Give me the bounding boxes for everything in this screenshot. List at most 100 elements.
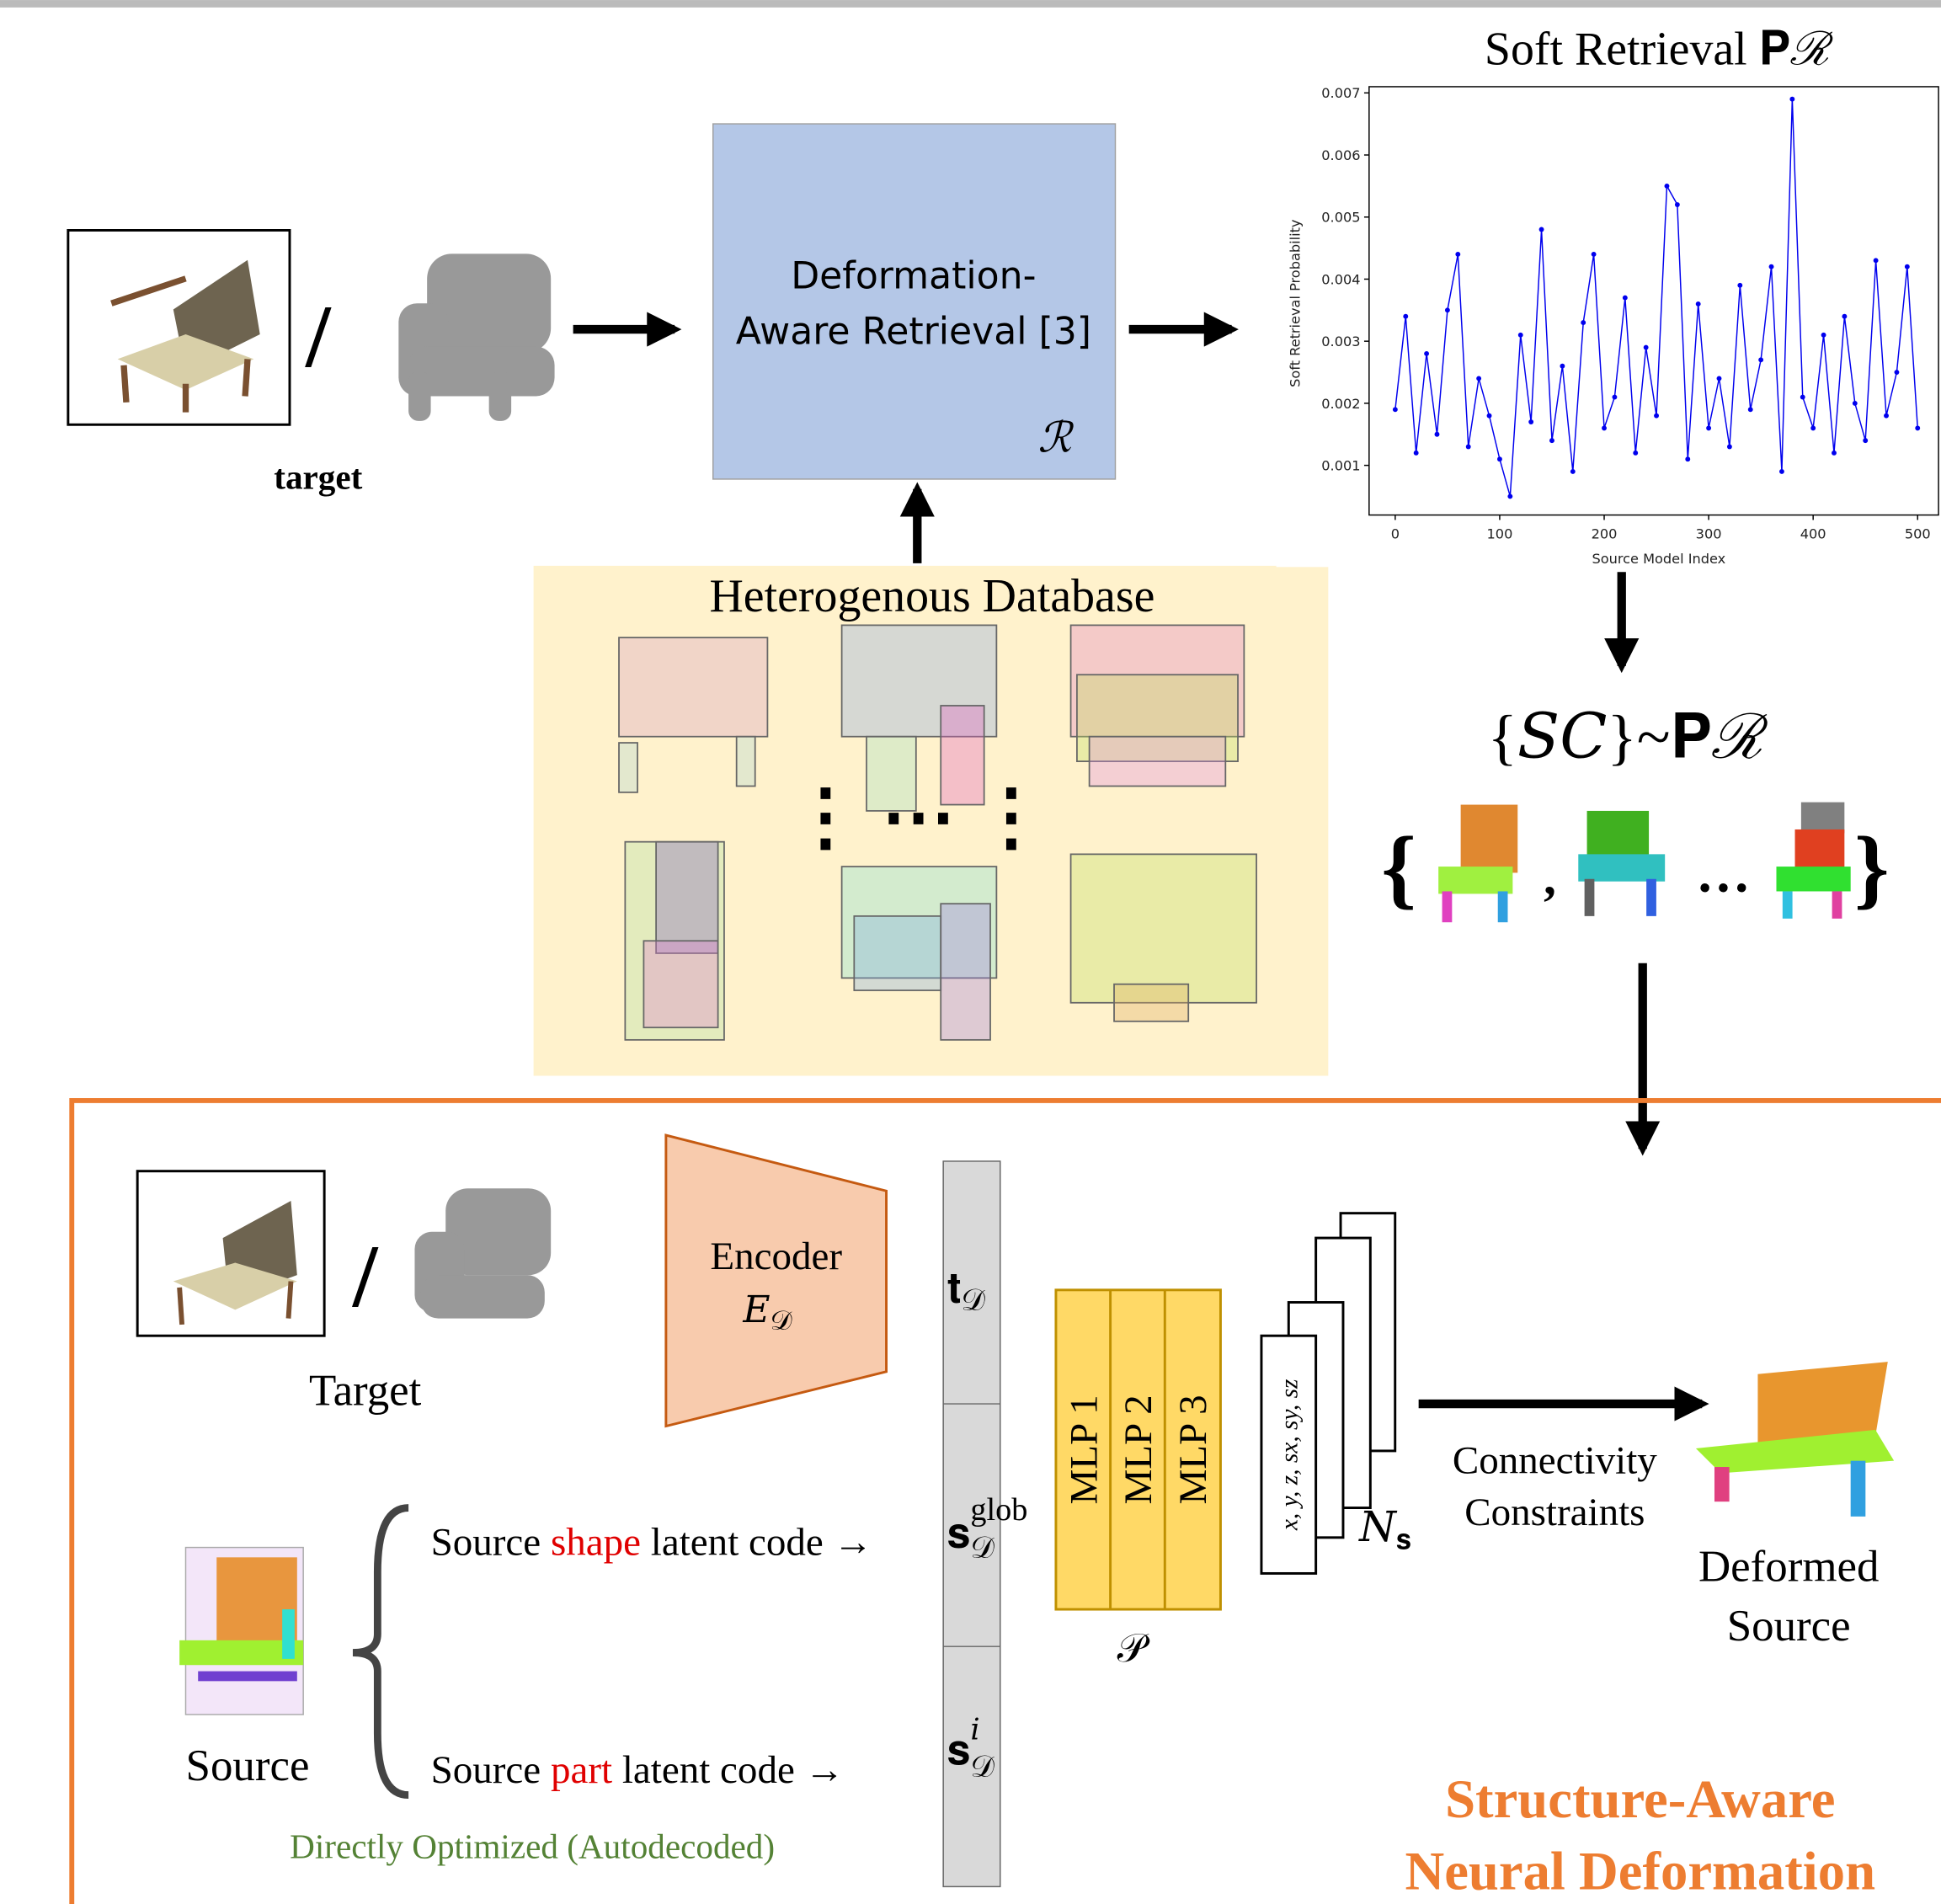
data-point [1549,438,1554,443]
retrieval-label: Deformation- [791,255,1036,298]
y-tick-label: 0.003 [1321,333,1360,349]
symbol: 𝑁 [1358,1503,1398,1550]
data-point [1518,333,1523,338]
data-point [1863,438,1868,443]
chart-panel [1277,79,1941,567]
page: { "top": { "target_label": "target", "sl… [0,0,1941,1904]
data-point [1581,320,1586,325]
shape-code: Source shape latent code → [431,1520,873,1564]
slash: / [304,287,332,386]
count-symbol: 𝑁𝐬 [1358,1503,1411,1555]
data-point [1466,445,1471,450]
data-point [1810,425,1816,430]
point-cloud [398,253,554,420]
retrieval-label: Aware Retrieval [3] [736,311,1091,354]
connectivity-label: Constraints [1464,1491,1645,1534]
module-title: Structure-Aware [1445,1768,1835,1829]
data-point [1769,264,1774,269]
figure: / target Deformation- Aware Retrieval [3… [0,0,1941,1904]
mlp-label: MLP 3 [1171,1395,1215,1504]
database-dots: ⋮ ⋯ ⋮ [788,776,1048,859]
mlp-symbol: 𝒫 [1117,1627,1150,1671]
data-point [1665,184,1670,189]
data-point [1476,376,1481,381]
data-point [1706,425,1711,430]
y-tick-label: 0.004 [1321,271,1360,287]
subscript: 𝒟 [961,1283,984,1316]
encoder-label: Encoder [710,1235,842,1278]
x-tick-label: 300 [1696,526,1722,542]
top-border [0,0,1941,8]
data-point [1435,432,1440,437]
data-point [1539,227,1544,232]
data-point [1507,494,1512,499]
data-point [1675,202,1680,207]
superscript: glob [970,1492,1027,1528]
data-point [1821,333,1826,338]
sample-chair [1438,803,1851,923]
data-point [1905,264,1910,269]
text: Source [431,1520,541,1564]
data-point [1455,252,1460,257]
x-tick-label: 100 [1487,526,1513,542]
text: latent code → [622,1748,845,1792]
data-point [1403,314,1408,319]
retrieval-symbol: ℛ [1038,414,1074,461]
data-point [1612,395,1617,400]
autodecoded-note: Directly Optimized (Autodecoded) [290,1827,775,1867]
highlight: shape [551,1520,641,1564]
text: Source [431,1748,541,1792]
set-ellipsis: … [1696,842,1751,903]
deformed-chair [1696,1362,1894,1517]
data-point [1487,413,1492,419]
deformed-label: Deformed [1698,1542,1879,1591]
data-point [1424,351,1429,356]
mlp-label: MLP 2 [1117,1395,1160,1504]
sample-formula: {𝑆𝐶}~𝐏ℛ [1488,703,1768,771]
symbol: 𝐬 [947,1510,971,1557]
set-separator: , [1544,850,1556,904]
data-point [1393,407,1398,412]
source-chair [179,1548,303,1715]
data-point [1592,252,1597,257]
data-point [1654,413,1659,419]
data-point [1800,395,1805,400]
symbol: 𝐭 [947,1265,962,1312]
highlight: part [551,1748,612,1792]
slash: / [351,1227,379,1325]
x-tick-label: 500 [1905,526,1931,542]
y-tick-label: 0.007 [1321,85,1360,101]
data-point [1528,419,1533,424]
symbol: 𝐬 [947,1726,971,1773]
mlp-label: MLP 1 [1062,1395,1106,1504]
data-point [1894,370,1899,375]
data-point [1445,307,1450,312]
subscript: 𝒟 [971,1751,994,1784]
deformed-label: Source [1727,1602,1851,1651]
data-point [1570,469,1576,474]
part-code: Source part latent code → [431,1748,845,1792]
data-point [1414,451,1419,456]
point-cloud [414,1188,551,1318]
target-label: Target [309,1367,422,1416]
data-point [1644,345,1649,350]
set-brace: } [1854,819,1890,917]
superscript: 𝑖 [970,1713,979,1746]
data-point [1727,445,1732,450]
x-tick-label: 400 [1800,526,1826,542]
chart-title: Soft Retrieval 𝐏ℛ [1485,23,1833,75]
data-point [1633,451,1638,456]
x-tick-label: 0 [1391,526,1400,542]
module-title: Neural Deformation [1405,1840,1876,1901]
data-point [1853,401,1858,406]
connectivity-label: Connectivity [1453,1438,1657,1482]
data-point [1497,456,1502,461]
x-axis-label: Source Model Index [1592,551,1725,567]
data-point [1842,314,1847,319]
x-tick-label: 200 [1592,526,1618,542]
data-point [1717,376,1722,381]
target-label: target [274,458,362,497]
data-point [1748,407,1753,412]
data-point [1685,456,1690,461]
data-point [1560,364,1565,369]
